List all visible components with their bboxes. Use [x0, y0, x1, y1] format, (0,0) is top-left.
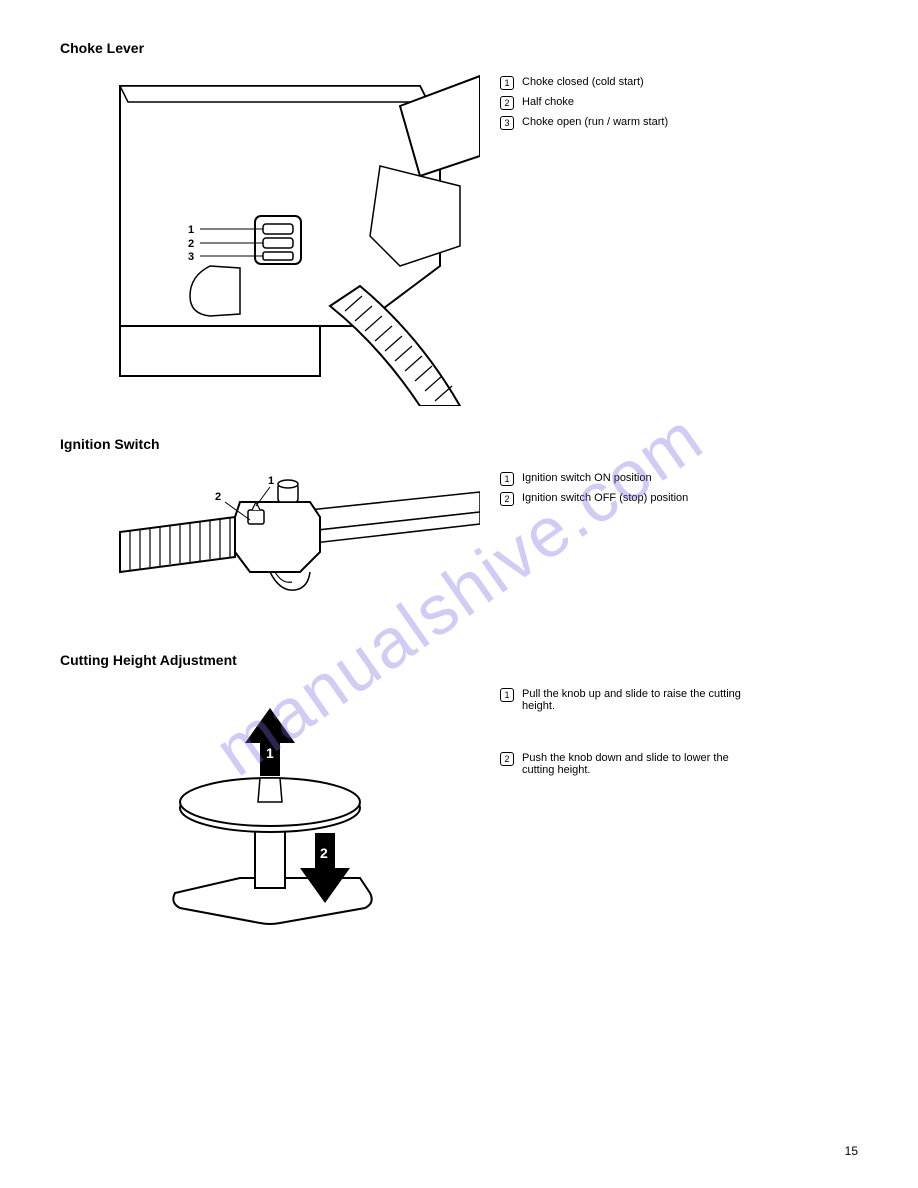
callout-2: 2	[188, 238, 194, 250]
figure-row: 1 2 1 Pull the knob up and slide to rais…	[60, 678, 858, 958]
callout-1: 1	[268, 475, 274, 487]
legend-item: 1 Ignition switch ON position	[500, 472, 688, 486]
arrow-label-1: 1	[266, 745, 274, 761]
legend-number-box: 2	[500, 96, 514, 110]
callout-1: 1	[188, 224, 194, 236]
legend-item: 3 Choke open (run / warm start)	[500, 116, 668, 130]
arrow-label-2: 2	[320, 845, 328, 861]
legend-height: 1 Pull the knob up and slide to raise th…	[500, 678, 760, 782]
legend-text: Choke closed (cold start)	[522, 76, 644, 88]
section-height: Cutting Height Adjustment 1 2	[60, 652, 858, 958]
legend-number-box: 1	[500, 688, 514, 702]
section-title: Cutting Height Adjustment	[60, 652, 858, 668]
legend-ignition: 1 Ignition switch ON position 2 Ignition…	[500, 462, 688, 512]
legend-text: Ignition switch ON position	[522, 472, 652, 484]
legend-item: 1 Pull the knob up and slide to raise th…	[500, 688, 760, 712]
legend-text: Push the knob down and slide to lower th…	[522, 752, 760, 776]
section-title: Choke Lever	[60, 40, 858, 56]
legend-text: Half choke	[522, 96, 574, 108]
legend-text: Pull the knob up and slide to raise the …	[522, 688, 760, 712]
legend-item: 2 Half choke	[500, 96, 668, 110]
figure-choke: 1 2 3	[60, 66, 480, 406]
legend-text: Choke open (run / warm start)	[522, 116, 668, 128]
figure-row: 1 2 3 1 Choke closed (cold start) 2 Half…	[60, 66, 858, 406]
section-ignition: Ignition Switch	[60, 436, 858, 622]
legend-number-box: 3	[500, 116, 514, 130]
legend-choke: 1 Choke closed (cold start) 2 Half choke…	[500, 66, 668, 136]
legend-item: 1 Choke closed (cold start)	[500, 76, 668, 90]
figure-row: 1 2 1 Ignition switch ON position 2 Igni…	[60, 462, 858, 622]
legend-item: 2 Ignition switch OFF (stop) position	[500, 492, 688, 506]
legend-number-box: 1	[500, 76, 514, 90]
legend-number-box: 2	[500, 752, 514, 766]
page-number: 15	[845, 1144, 858, 1158]
section-choke: Choke Lever	[60, 40, 858, 406]
figure-ignition: 1 2	[60, 462, 480, 622]
callout-3: 3	[188, 251, 194, 263]
legend-item: 2 Push the knob down and slide to lower …	[500, 752, 760, 776]
figure-height: 1 2	[60, 678, 480, 958]
section-title: Ignition Switch	[60, 436, 858, 452]
legend-number-box: 1	[500, 472, 514, 486]
legend-number-box: 2	[500, 492, 514, 506]
callout-2: 2	[215, 491, 221, 503]
legend-text: Ignition switch OFF (stop) position	[522, 492, 688, 504]
